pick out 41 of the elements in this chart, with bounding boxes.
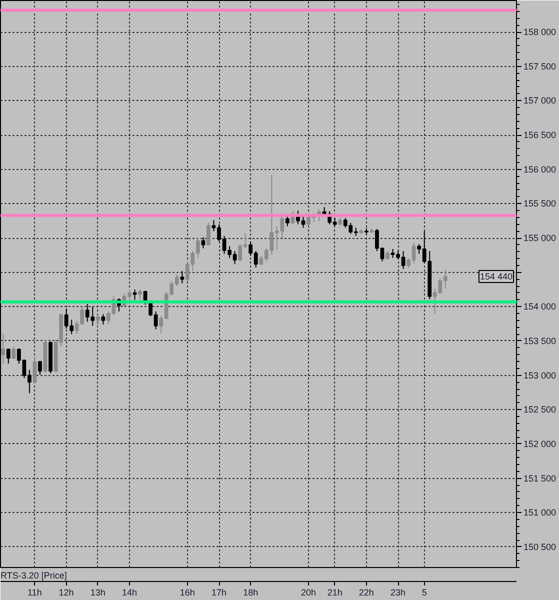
y-tick-label: 152 500 <box>524 404 556 415</box>
x-tick-label: 12h <box>58 588 74 598</box>
candlestick <box>96 314 100 328</box>
candlestick <box>6 348 10 364</box>
x-tick-label: 23h <box>390 588 406 598</box>
x-tick-label: 13h <box>90 588 106 598</box>
candlestick <box>1 332 6 364</box>
y-tick-label: 158 000 <box>524 27 556 38</box>
annotation: 154 440 <box>480 271 513 282</box>
y-tick-label: 156 500 <box>524 130 556 140</box>
y-tick-label: 151 500 <box>524 473 556 484</box>
candlestick <box>101 314 106 325</box>
y-tick-label: 153 500 <box>524 336 556 346</box>
candlestick <box>132 288 137 300</box>
y-tick-label: 152 000 <box>524 438 556 449</box>
x-tick-label: 17h <box>212 588 227 598</box>
text: RTS-3.20 [Price] <box>0 570 67 580</box>
candlestick <box>201 236 206 249</box>
candlestick <box>138 288 142 300</box>
y-tick-label: 157 500 <box>524 61 556 72</box>
x-tick-label: 11h <box>28 588 42 598</box>
candlestick <box>38 360 42 376</box>
candlestick <box>206 222 210 246</box>
x-tick-label: 5 <box>422 588 427 598</box>
x-tick-label: 16h <box>180 588 195 598</box>
x-tick-label: 21h <box>327 588 342 598</box>
candlestick <box>180 270 184 284</box>
candlestick <box>32 356 37 384</box>
y-tick-label: 150 500 <box>524 542 556 552</box>
y-tick-label: 155 000 <box>524 233 556 244</box>
y-tick-label: 155 500 <box>524 198 556 209</box>
x-tick-label: 20h <box>301 588 316 598</box>
x-tick-label: 18h <box>243 588 258 598</box>
y-tick-label: 151 000 <box>524 508 556 518</box>
candlestick <box>12 346 16 360</box>
y-tick-label: 156 000 <box>524 164 556 174</box>
y-tick-label: 154 000 <box>524 302 556 312</box>
x-tick-label: 14h <box>122 588 138 598</box>
y-tick-label: 157 000 <box>524 96 556 106</box>
x-tick-label: 22h <box>358 588 374 598</box>
y-tick-label: 153 000 <box>524 370 556 380</box>
